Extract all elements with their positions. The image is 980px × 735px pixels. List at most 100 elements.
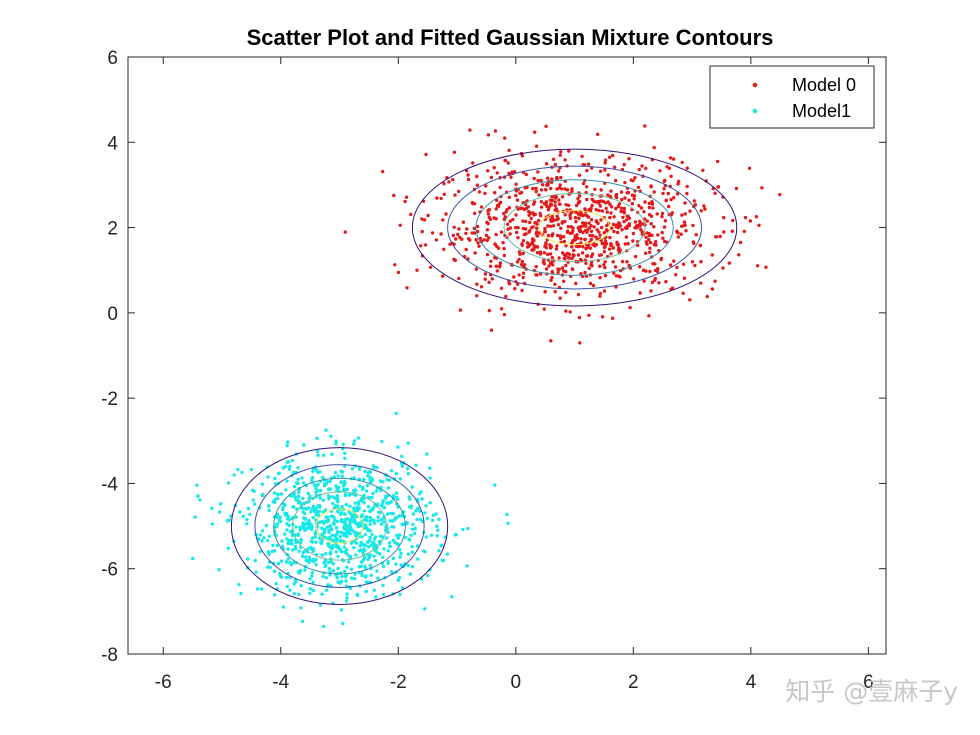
data-point bbox=[391, 556, 396, 561]
data-point bbox=[352, 439, 357, 443]
data-point bbox=[564, 244, 568, 248]
data-point bbox=[428, 476, 432, 480]
data-point bbox=[296, 533, 300, 537]
data-point bbox=[308, 557, 312, 562]
data-point bbox=[589, 229, 594, 233]
data-point bbox=[699, 281, 703, 285]
data-point bbox=[265, 538, 270, 543]
data-point bbox=[493, 483, 497, 487]
data-point bbox=[410, 565, 415, 569]
data-point bbox=[489, 175, 494, 180]
data-point bbox=[541, 183, 545, 187]
data-point bbox=[322, 561, 326, 565]
data-point bbox=[721, 266, 725, 270]
data-point bbox=[316, 470, 320, 475]
data-point bbox=[405, 286, 409, 290]
data-point bbox=[516, 282, 520, 286]
data-point bbox=[597, 230, 601, 234]
data-point bbox=[535, 251, 540, 255]
data-point bbox=[428, 265, 433, 269]
data-point bbox=[424, 152, 428, 157]
data-point bbox=[381, 169, 385, 174]
data-point bbox=[260, 482, 265, 486]
data-point bbox=[640, 164, 644, 168]
data-point bbox=[519, 206, 523, 210]
data-point bbox=[411, 522, 415, 527]
data-point bbox=[650, 233, 654, 237]
data-point bbox=[343, 512, 347, 516]
data-point bbox=[407, 537, 411, 541]
data-point bbox=[534, 273, 538, 277]
data-point bbox=[475, 174, 479, 179]
data-point bbox=[560, 195, 565, 199]
chart-title: Scatter Plot and Fitted Gaussian Mixture… bbox=[247, 25, 774, 50]
data-point bbox=[296, 477, 300, 482]
data-point bbox=[324, 576, 329, 580]
data-point bbox=[562, 253, 567, 257]
data-point bbox=[514, 225, 518, 230]
data-point bbox=[307, 518, 311, 523]
data-point bbox=[325, 479, 329, 484]
data-point bbox=[562, 239, 566, 244]
data-point bbox=[272, 569, 277, 574]
data-point bbox=[635, 243, 640, 248]
data-point bbox=[285, 460, 289, 464]
data-point bbox=[517, 250, 522, 254]
data-point bbox=[441, 218, 445, 222]
data-point bbox=[376, 576, 380, 580]
data-point bbox=[348, 504, 352, 508]
data-point bbox=[343, 521, 347, 526]
data-point bbox=[581, 213, 585, 218]
data-point bbox=[303, 528, 307, 532]
data-point bbox=[368, 563, 373, 568]
data-point bbox=[551, 224, 556, 228]
data-point bbox=[547, 264, 551, 268]
data-point bbox=[350, 516, 354, 520]
data-point bbox=[301, 524, 306, 528]
data-point bbox=[632, 197, 636, 201]
data-point bbox=[648, 240, 653, 245]
data-point bbox=[562, 279, 566, 283]
data-point bbox=[524, 172, 528, 177]
data-point bbox=[669, 174, 673, 178]
data-point bbox=[267, 504, 271, 508]
data-point bbox=[574, 203, 579, 208]
data-point bbox=[572, 248, 576, 253]
data-point bbox=[474, 267, 478, 271]
data-point bbox=[285, 443, 289, 448]
data-point bbox=[637, 167, 641, 172]
data-point bbox=[363, 469, 367, 474]
data-point bbox=[404, 195, 409, 199]
data-point bbox=[683, 212, 687, 216]
data-point bbox=[568, 216, 573, 220]
data-point bbox=[336, 554, 340, 558]
data-point bbox=[520, 263, 525, 267]
y-tick-label: -6 bbox=[101, 560, 118, 581]
data-point bbox=[626, 242, 630, 246]
data-point bbox=[644, 269, 648, 273]
data-point bbox=[255, 587, 260, 591]
data-point bbox=[285, 584, 289, 589]
data-point bbox=[375, 550, 379, 555]
data-point bbox=[495, 269, 499, 273]
data-point bbox=[638, 265, 642, 269]
data-point bbox=[503, 158, 507, 163]
data-point bbox=[257, 537, 261, 541]
data-point bbox=[379, 518, 383, 522]
data-point bbox=[408, 505, 412, 509]
data-point bbox=[300, 476, 304, 480]
data-point bbox=[370, 495, 374, 500]
data-point bbox=[614, 194, 618, 198]
data-point bbox=[353, 501, 357, 505]
data-point bbox=[218, 510, 222, 514]
data-point bbox=[408, 572, 412, 576]
data-point bbox=[290, 533, 295, 538]
data-point bbox=[508, 226, 513, 230]
data-point bbox=[352, 506, 356, 510]
data-point bbox=[334, 484, 338, 488]
data-point bbox=[536, 178, 540, 183]
data-point bbox=[580, 154, 584, 159]
data-point bbox=[398, 548, 402, 552]
data-point bbox=[499, 230, 504, 234]
data-point bbox=[620, 228, 624, 232]
